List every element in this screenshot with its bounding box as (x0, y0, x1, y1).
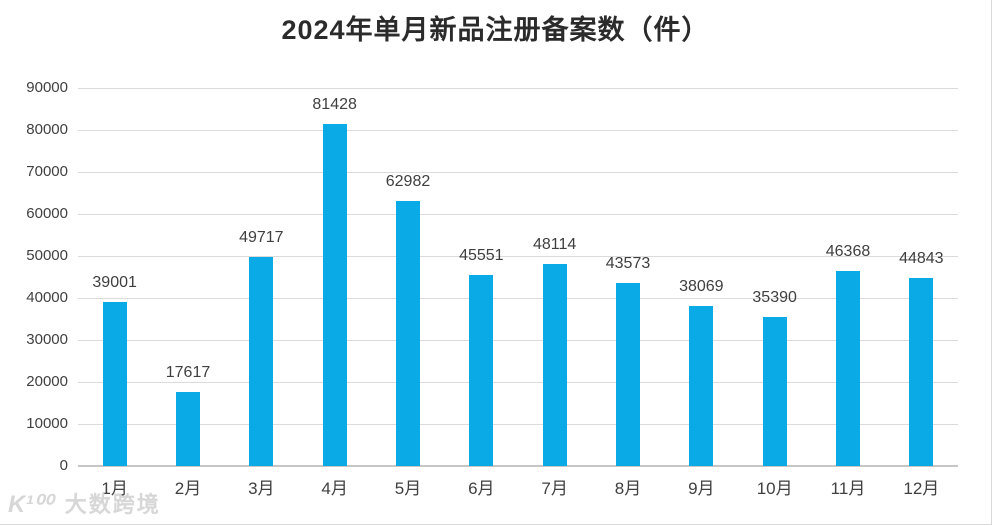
bar-value-label: 43573 (605, 254, 651, 272)
bar (469, 274, 494, 466)
bar (909, 277, 934, 466)
bar (762, 317, 787, 466)
bar-value-label: 39001 (92, 274, 137, 292)
bar-value-label: 45551 (459, 246, 504, 264)
chart-title: 2024年单月新品注册备案数（件） (281, 15, 710, 45)
x-tick-label: 4月 (321, 479, 348, 498)
bar (689, 306, 714, 466)
x-tick-label: 8月 (614, 479, 642, 498)
y-tick-label: 60000 (26, 205, 68, 222)
gridline (78, 172, 958, 173)
gridline (78, 382, 958, 383)
watermark: K¹⁰⁰ 大数跨境 (8, 487, 161, 519)
x-tick-label: 11月 (830, 479, 866, 498)
bar (542, 263, 567, 466)
x-tick-label: 9月 (688, 479, 715, 498)
bar-value-label: 35390 (752, 289, 797, 307)
x-tick-label: 6月 (468, 479, 495, 498)
x-tick-label: 1月 (101, 479, 128, 498)
bar-value-label: 46368 (825, 243, 871, 261)
y-tick-label: 50000 (26, 247, 68, 264)
y-tick-label: 20000 (26, 373, 68, 390)
x-tick-label: 7月 (541, 479, 568, 498)
watermark-logo-icon: K¹⁰⁰ (8, 491, 53, 518)
gridline (78, 424, 958, 425)
bar-value-label: 49717 (239, 229, 284, 247)
gridline (78, 256, 958, 257)
bar (616, 282, 640, 466)
bar (249, 257, 274, 466)
bar (322, 124, 347, 466)
x-tick-label: 10月 (756, 479, 793, 498)
gridline (78, 130, 958, 131)
bar-value-label: 17617 (165, 364, 211, 381)
x-tick-label: 5月 (394, 479, 422, 498)
gridline (78, 88, 958, 89)
bar-value-label: 48114 (533, 235, 577, 253)
gridline (78, 340, 958, 341)
bar (396, 201, 420, 466)
bar-value-label: 44843 (899, 249, 944, 267)
y-tick-label: 10000 (26, 415, 68, 432)
bar-value-label: 81428 (312, 96, 357, 113)
y-tick-label: 0 (59, 457, 68, 474)
bar-value-label: 38069 (679, 278, 724, 296)
y-tick-label: 90000 (26, 79, 68, 96)
bar (176, 392, 200, 466)
x-tick-label: 3月 (248, 479, 275, 498)
bar (836, 271, 860, 466)
bar (102, 302, 127, 466)
y-tick-label: 40000 (26, 289, 68, 306)
y-tick-label: 80000 (26, 121, 68, 138)
x-tick-label: 2月 (174, 479, 202, 498)
y-tick-label: 30000 (26, 331, 68, 348)
x-tick-label: 12月 (903, 479, 940, 498)
x-axis-line (78, 465, 958, 467)
y-tick-label: 70000 (26, 163, 68, 180)
watermark-label: 大数跨境 (64, 492, 161, 517)
gridline (78, 298, 958, 299)
gridline (78, 214, 958, 215)
bar-value-label: 62982 (385, 173, 431, 191)
